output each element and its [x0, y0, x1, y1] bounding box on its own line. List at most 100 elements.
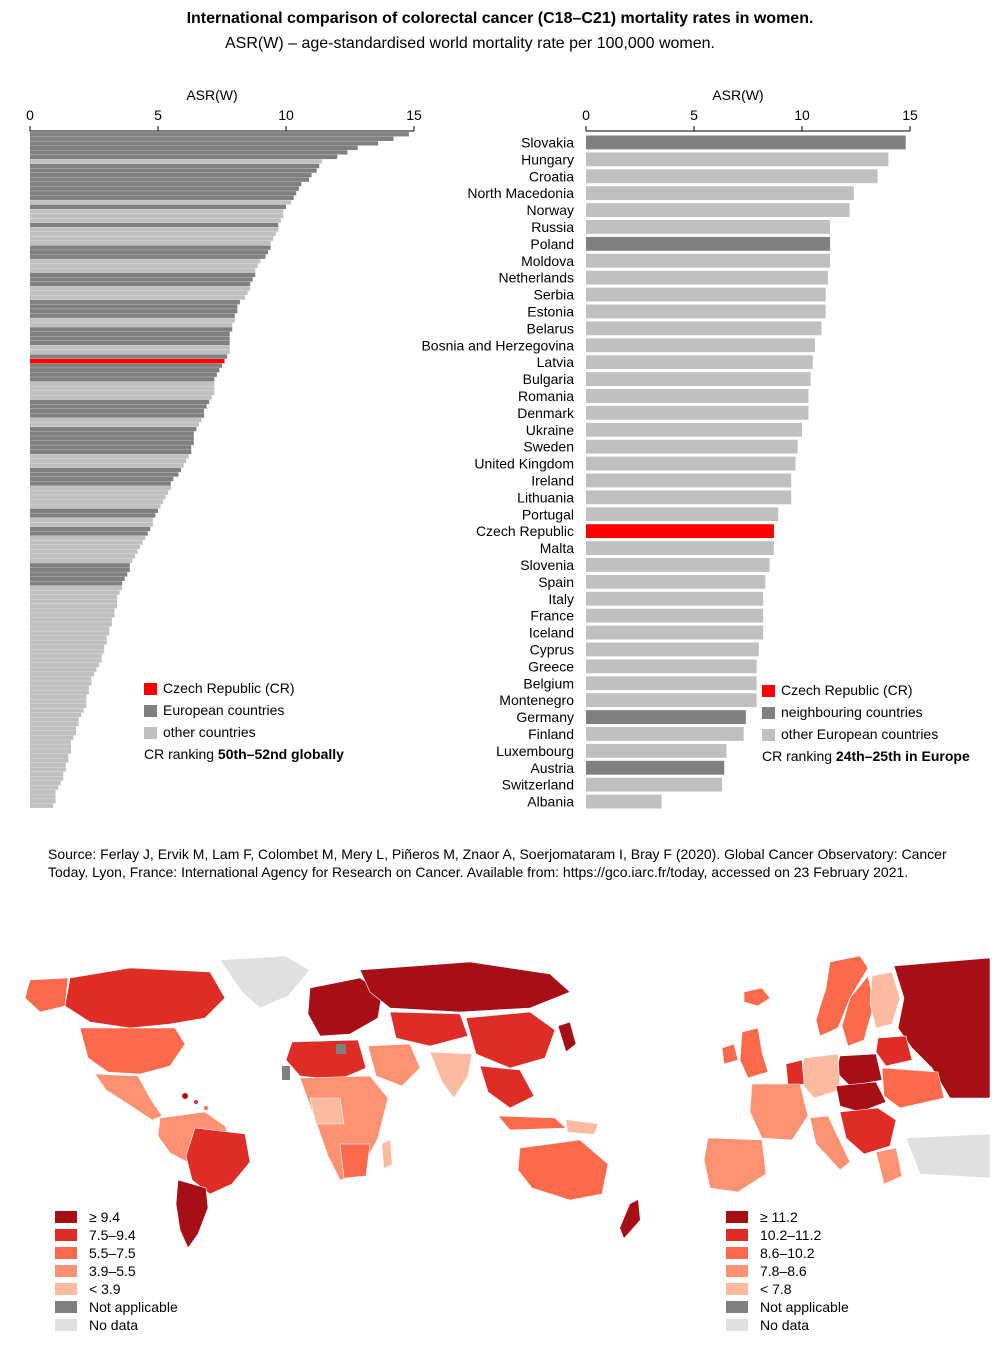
map-legend-swatch: [55, 1319, 77, 1331]
category-label: Poland: [530, 236, 574, 252]
legend-label: neighbouring countries: [781, 704, 923, 720]
map-legend-swatch: [726, 1319, 748, 1331]
bar: [30, 649, 105, 654]
category-label: Slovenia: [520, 557, 574, 573]
bar: [30, 481, 171, 486]
bar: [30, 445, 192, 450]
bar: [30, 136, 394, 141]
category-label: Bulgaria: [523, 371, 575, 387]
bar: [586, 338, 815, 353]
bar: [30, 517, 153, 523]
map-legend-item: 7.8–8.6: [726, 1262, 849, 1280]
bar: [30, 277, 253, 282]
category-label: Iceland: [529, 625, 574, 641]
category-label: Montenegro: [499, 692, 574, 708]
bar: [30, 789, 56, 795]
bar: [586, 186, 854, 201]
category-label: Luxembourg: [496, 743, 574, 759]
category-label: Portugal: [522, 506, 574, 522]
bar: [30, 613, 115, 618]
x-tick-label: 5: [690, 107, 698, 123]
bar: [30, 762, 66, 768]
bar: [30, 290, 248, 296]
x-tick-label: 0: [582, 107, 590, 123]
bar: [30, 735, 74, 740]
map-legend-swatch: [55, 1265, 77, 1277]
europe-map-legend: ≥ 11.2 10.2–11.2 8.6–10.2 7.8–8.6 < 7.8 Not a…: [726, 1208, 849, 1334]
map-legend-item: 3.9–5.5: [55, 1262, 178, 1280]
bar: [586, 490, 792, 505]
bar: [586, 760, 725, 775]
bar: [30, 617, 112, 622]
bar: [30, 785, 59, 790]
bar: [30, 154, 338, 160]
source-note: Source: Ferlay J, Ervik M, Lam F, Colomb…: [48, 846, 947, 880]
map-legend-item: 7.5–9.4: [55, 1226, 178, 1244]
bar: [586, 608, 764, 623]
bar: [30, 567, 130, 572]
bar: [30, 508, 158, 513]
europe-map: [700, 948, 991, 1208]
map-legend-item: ≥ 11.2: [726, 1208, 849, 1226]
category-label: Finland: [528, 726, 574, 742]
bar: [30, 672, 94, 677]
bar: [586, 220, 831, 234]
bar: [30, 245, 271, 250]
bar: [30, 195, 294, 200]
bar: [30, 408, 205, 414]
bar: [30, 771, 64, 777]
bar: [586, 777, 723, 792]
bar: [586, 743, 727, 758]
bar: [30, 767, 66, 772]
map-legend-label: < 3.9: [89, 1281, 121, 1297]
bar: [30, 449, 192, 455]
europe-bar-chart: ASR(W) 0 5 10 15 SlovakiaHungaryCroatiaNorth …: [421, 87, 969, 810]
bar: [30, 631, 110, 636]
bar: [30, 327, 233, 332]
category-label: Italy: [548, 591, 574, 607]
bar: [30, 259, 261, 264]
map-legend-swatch: [726, 1211, 748, 1223]
category-label: Ukraine: [526, 422, 574, 438]
bar: [586, 642, 759, 657]
bar: [30, 168, 317, 173]
bar: [586, 152, 889, 167]
bar: [30, 681, 92, 686]
chart-legend: Czech Republic (CR) European countries oth…: [144, 680, 294, 740]
bar: [30, 585, 123, 591]
map-legend-item: No data: [726, 1316, 849, 1334]
bar: [30, 454, 189, 459]
world-map-graphic: [10, 948, 665, 1258]
bar: [30, 331, 230, 337]
bar: [586, 389, 809, 403]
category-label: Slovakia: [521, 134, 574, 150]
bar: [30, 576, 125, 582]
category-label: Switzerland: [502, 777, 574, 793]
map-legend-label: Not applicable: [760, 1299, 849, 1315]
category-label: Netherlands: [499, 270, 575, 286]
map-legend-swatch: [55, 1283, 77, 1295]
category-label: Ireland: [531, 472, 574, 488]
bar: [30, 490, 169, 495]
bar: [30, 535, 146, 541]
category-label: Cyprus: [530, 641, 574, 657]
bar: [30, 676, 92, 681]
bar: [30, 635, 107, 641]
map-legend-swatch: [726, 1247, 748, 1259]
bar: [30, 390, 215, 396]
bar: [30, 295, 246, 300]
bar: [30, 236, 274, 241]
bar: [30, 758, 69, 763]
bar: [30, 281, 251, 287]
bar: [586, 794, 662, 809]
map-legend-swatch: [726, 1229, 748, 1241]
bar: [30, 322, 233, 327]
bar: [30, 622, 112, 627]
bar: [30, 721, 79, 727]
bar: [30, 522, 153, 527]
x-tick-label: 15: [406, 107, 422, 123]
bar: [30, 422, 199, 427]
map-legend-swatch: [55, 1247, 77, 1259]
bar: [30, 690, 89, 695]
map-legend-label: Not applicable: [89, 1299, 178, 1315]
